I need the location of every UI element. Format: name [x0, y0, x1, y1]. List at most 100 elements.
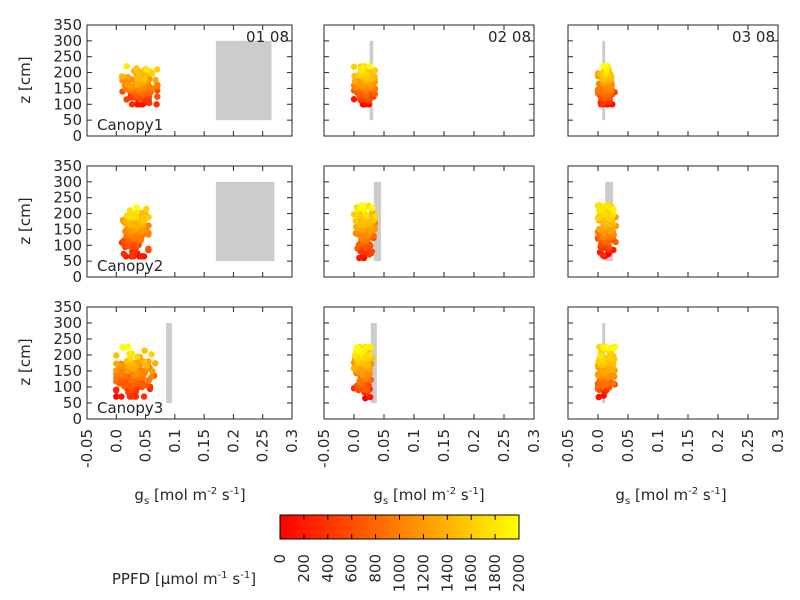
y-tick-label: 0 [72, 410, 82, 428]
data-point [113, 360, 120, 367]
x-tick-label: 0.15 [435, 429, 453, 462]
data-point [154, 93, 161, 100]
y-tick-label: 100 [53, 378, 82, 396]
x-tick-label: 0.05 [137, 429, 155, 462]
data-point [120, 250, 128, 258]
data-point [123, 96, 130, 103]
x-tick-label: 0.15 [195, 429, 213, 462]
y-tick-label: 200 [53, 205, 82, 223]
panel-date-label: 03 08 [732, 28, 775, 46]
y-tick-label: 200 [53, 64, 82, 82]
x-tick-label: 0.2 [224, 429, 242, 453]
data-point [128, 220, 135, 227]
data-point [125, 389, 132, 396]
data-point [134, 370, 141, 377]
y-tick-label: 150 [53, 220, 82, 238]
data-point [365, 242, 373, 250]
y-tick-label: 50 [63, 252, 82, 270]
y-tick-label: 300 [53, 314, 82, 332]
data-point [133, 242, 140, 250]
data-point [139, 227, 146, 235]
data-point [152, 76, 159, 84]
data-point [352, 84, 360, 91]
data-point [365, 343, 372, 351]
y-tick-label: 350 [53, 16, 82, 34]
colorbar-tick-label: 200 [295, 554, 313, 583]
data-point [138, 253, 146, 260]
x-tick-label: 0.25 [254, 429, 272, 462]
data-point [368, 248, 376, 255]
data-point [137, 235, 145, 242]
data-point [371, 213, 379, 220]
measurement-band [215, 40, 272, 121]
data-point [366, 371, 373, 378]
data-point [353, 224, 360, 232]
data-point [607, 355, 615, 362]
x-tick-label: 0.2 [465, 429, 483, 453]
colorbar-tick-label: 1800 [486, 554, 504, 592]
data-point [113, 352, 120, 359]
axes-frame [567, 306, 779, 420]
x-tick-label: 0.1 [649, 429, 667, 453]
axes-frame [86, 165, 293, 278]
y-tick-label: 350 [53, 157, 82, 175]
y-tick-label: 350 [53, 298, 82, 316]
data-point [117, 371, 125, 378]
data-point [367, 393, 374, 401]
data-point [113, 386, 120, 393]
data-point [595, 206, 603, 214]
data-point [154, 66, 161, 73]
data-point [602, 219, 610, 227]
x-tick-label: 0.25 [739, 429, 757, 462]
x-tick-label: 0.25 [495, 429, 513, 462]
data-point [360, 202, 367, 209]
data-point [128, 228, 135, 235]
colorbar-tick-label: 600 [343, 554, 361, 583]
x-tick-label: 0.15 [679, 429, 697, 462]
data-point [141, 359, 148, 366]
x-tick-label: -0.05 [78, 429, 96, 468]
panel-r2-c2 [323, 165, 535, 278]
colorbar: 0 200 400 600 800 1000 1200 1400 1600 1800 2000 PP… [112, 514, 528, 592]
y-tick-label: 50 [63, 111, 82, 129]
data-point [118, 393, 125, 400]
data-point [355, 212, 362, 220]
x-tick-label: -0.05 [559, 429, 577, 468]
panel-canopy-label: Canopy3 [97, 399, 163, 417]
data-point [366, 229, 373, 236]
data-point [609, 371, 617, 379]
y-axis-label-row-2: z [cm] [16, 197, 34, 244]
data-point [146, 99, 153, 107]
data-point [148, 351, 155, 358]
x-tick-label: -0.05 [315, 429, 333, 468]
x-tick-label: 0.0 [345, 429, 363, 453]
data-point [366, 62, 374, 70]
data-point [362, 211, 369, 218]
y-axis-label-row-3: z [cm] [16, 338, 34, 385]
colorbar-tick-label: 1200 [414, 554, 432, 592]
y-tick-label: 250 [53, 48, 82, 66]
data-point [610, 345, 618, 352]
data-point [153, 101, 160, 108]
panel-r3-c2: -0.05 0.0 0.05 0.1 0.15 0.2 0.25 0.3 [315, 306, 543, 468]
data-point [126, 82, 133, 89]
data-point [152, 360, 159, 367]
data-point [134, 353, 141, 360]
y-tick-label: 150 [53, 362, 82, 380]
data-point [352, 230, 359, 237]
x-tick-label: 0.0 [589, 429, 607, 453]
y-tick-label: 300 [53, 173, 82, 191]
y-tick-label: 0 [72, 268, 82, 286]
x-tick-label: 0.1 [405, 429, 423, 453]
data-point [131, 235, 138, 242]
axes-frame [567, 24, 779, 137]
axes-frame [567, 165, 779, 278]
data-point [350, 63, 358, 70]
data-point [359, 64, 367, 72]
data-point [371, 67, 379, 74]
x-tick-label: 0.3 [525, 429, 543, 453]
y-tick-label: 150 [53, 79, 82, 97]
data-point [142, 382, 149, 389]
axes-frame [86, 306, 293, 420]
